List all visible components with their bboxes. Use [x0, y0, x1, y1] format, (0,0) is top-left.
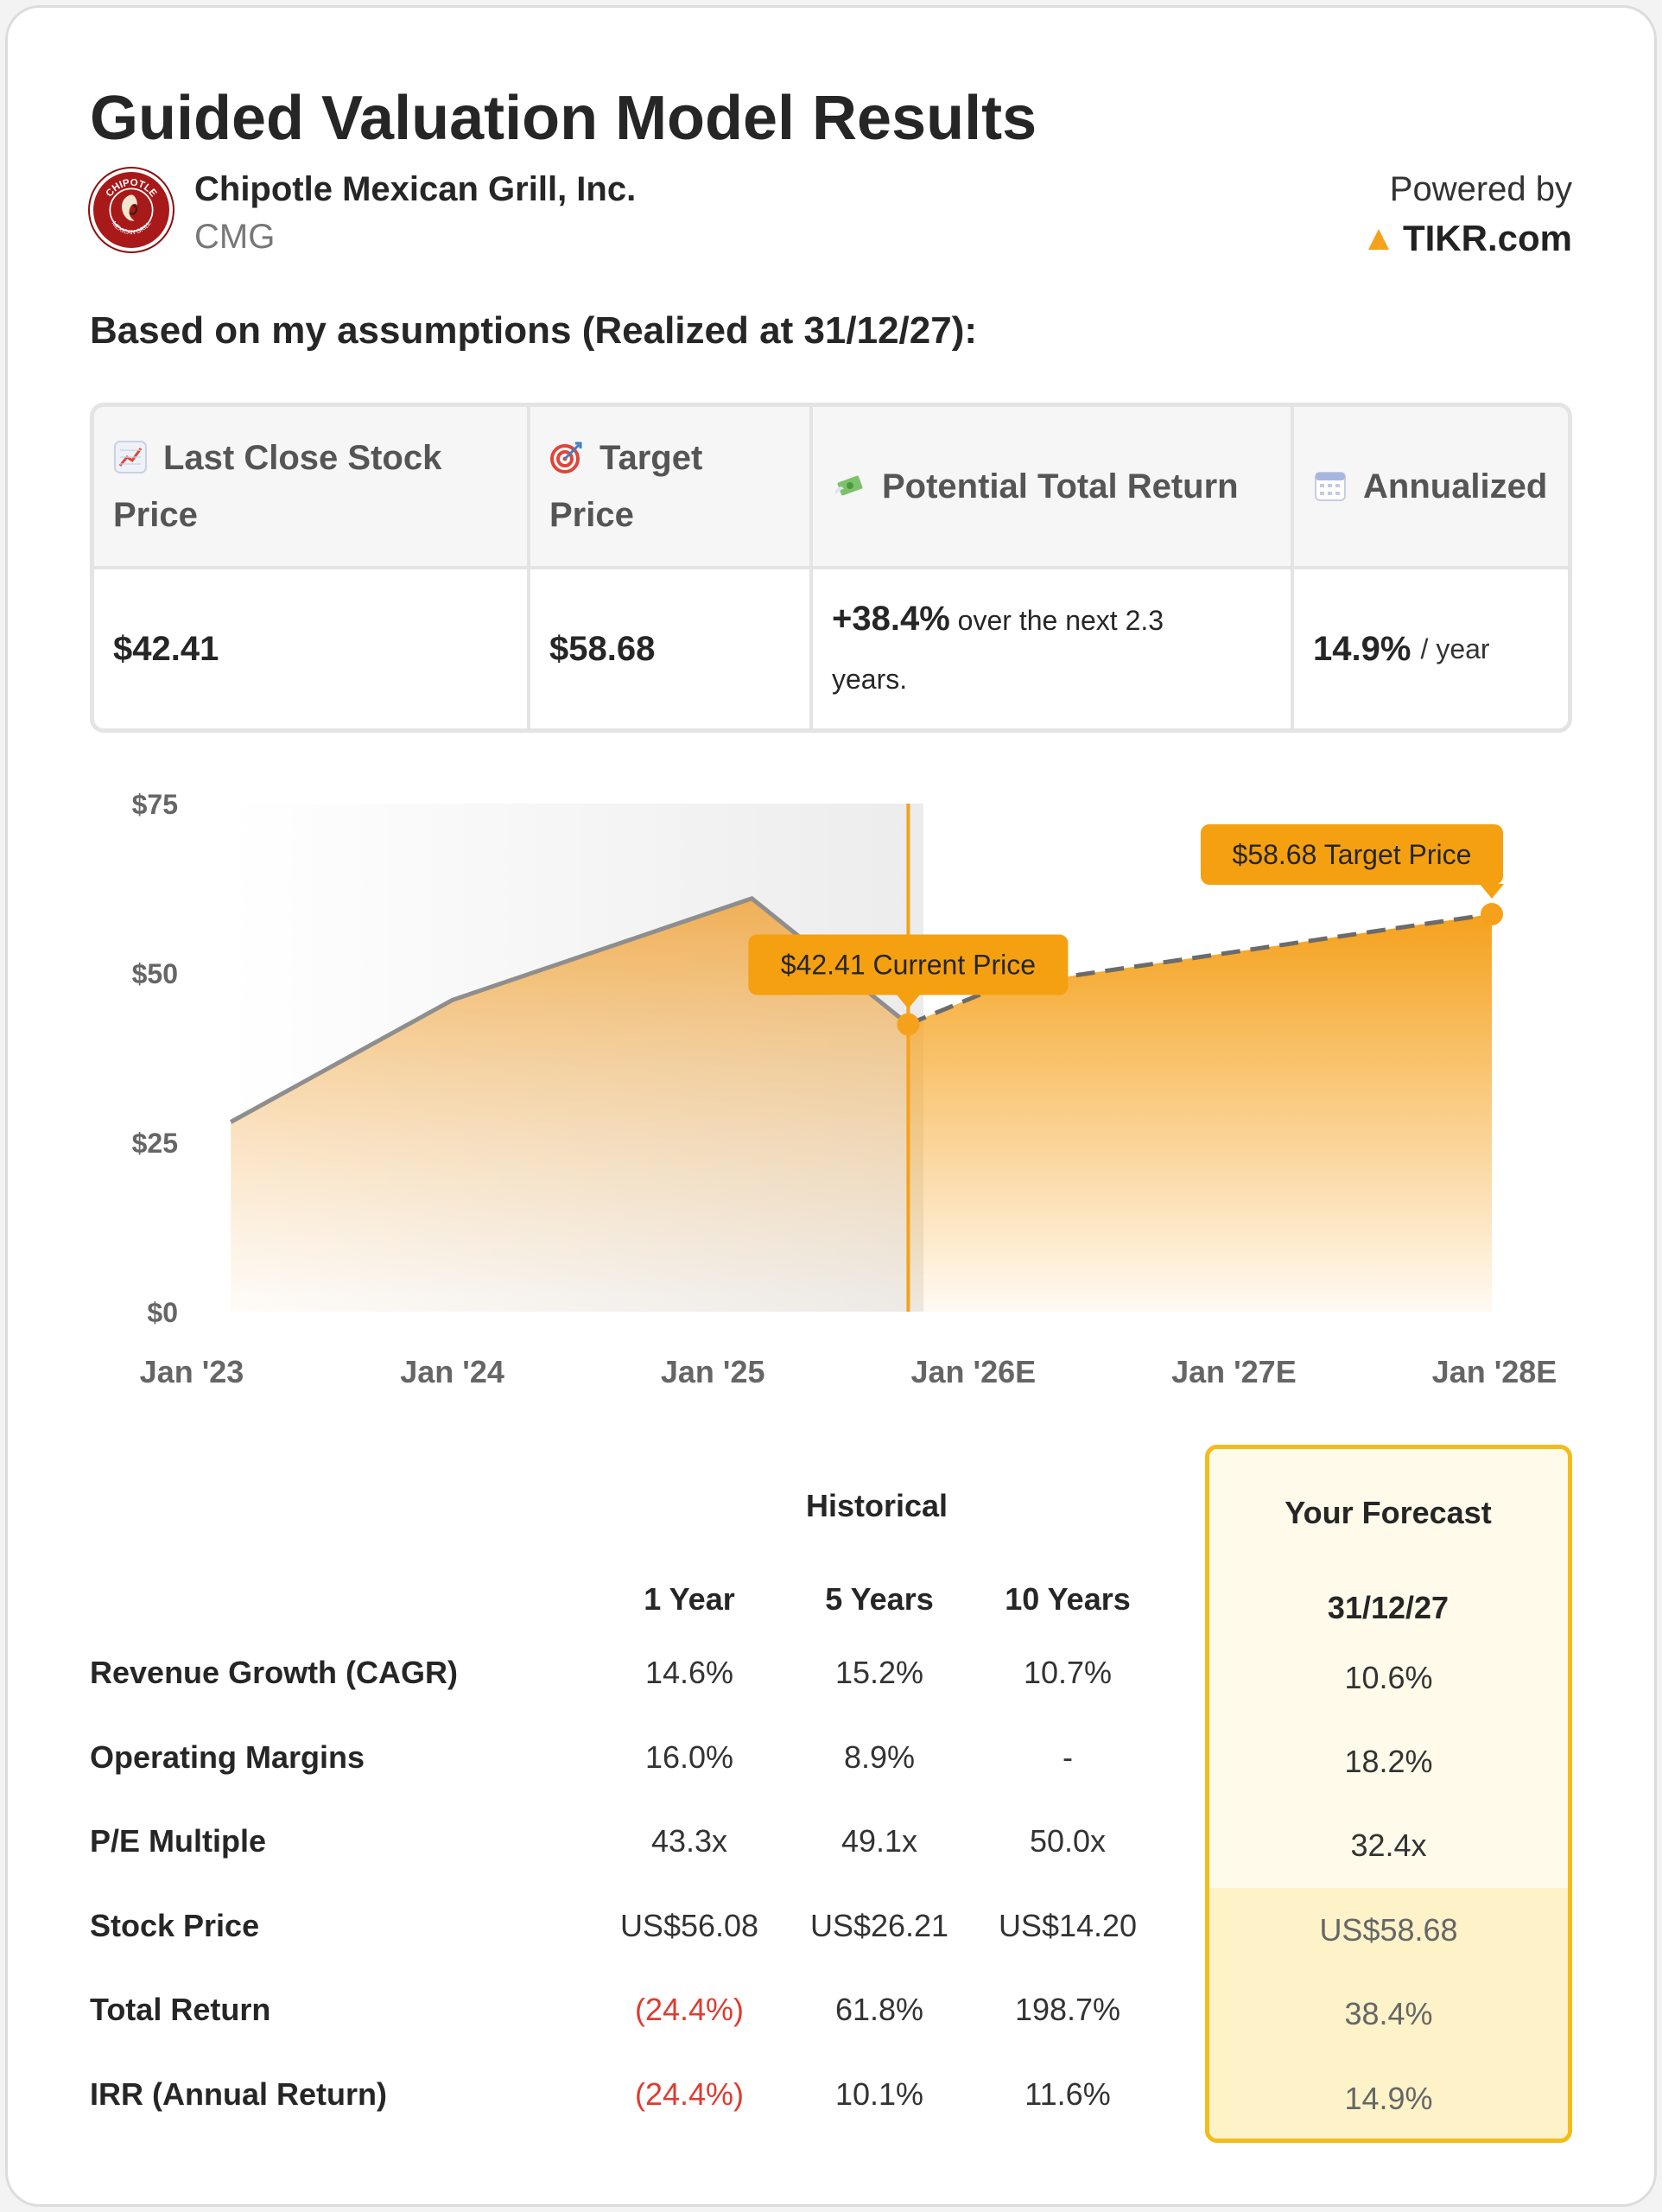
current-price-callout: $42.41 Current Price [748, 934, 1069, 1009]
current-price-marker[interactable] [897, 1013, 920, 1036]
total-return-percent: +38.4% [832, 600, 950, 638]
header-last-close: Last Close Stock Price [94, 407, 530, 569]
total-return-value: +38.4% over the next 2.3 years. [813, 569, 1294, 728]
header-target-line2: Price [549, 496, 634, 534]
powered-by-brand[interactable]: TIKR.com [1367, 218, 1572, 259]
current-price-label: $42.41 Current Price [781, 950, 1036, 981]
target-price-label: $58.68 Target Price [1233, 839, 1472, 870]
calendar-icon [1315, 472, 1346, 501]
annualized-percent: 14.9% [1313, 629, 1411, 668]
target-price-callout: $58.68 Target Price [1200, 823, 1504, 899]
header-target: Target Price [530, 407, 813, 569]
total-return-text2: years. [832, 664, 908, 695]
assumptions-heading: Based on my assumptions (Realized at 31/… [90, 309, 978, 352]
header-annualized: Annualized [1294, 407, 1568, 569]
historical-area [231, 898, 909, 1312]
header-last-close-line2: Price [113, 496, 198, 534]
y-tick-label: $75 [132, 789, 178, 820]
annualized-unit: / year [1420, 632, 1490, 664]
target-price-value: $58.68 [530, 569, 813, 728]
x-tick-label: Jan '26E [910, 1354, 1036, 1389]
x-tick-label: Jan '28E [1432, 1354, 1557, 1389]
money-with-wings-icon [835, 475, 863, 496]
chipotle-logo: CHIPOTLE MEXICAN GRILL [90, 168, 173, 251]
header-potential-return: Potential Total Return [813, 407, 1294, 569]
x-tick-label: Jan '24 [400, 1354, 504, 1389]
tikr-logo-icon [1367, 229, 1394, 250]
chart-increasing-icon [114, 441, 147, 474]
forecast-panel [1205, 1445, 1572, 2143]
forecast-area [908, 913, 1492, 1312]
ticker: CMG [194, 218, 276, 256]
price-chart: $0 $25 $50 $75 Jan '23 Jan '24 Jan '25 Jan '26… [132, 789, 1557, 1389]
target-price-marker[interactable] [1480, 902, 1503, 925]
page-title: Guided Valuation Model Results [90, 84, 1037, 153]
x-tick-label: Jan '25 [661, 1354, 765, 1389]
header-potential-return-label: Potential Total Return [882, 467, 1239, 505]
y-tick-label: $25 [132, 1128, 178, 1159]
y-tick-label: $0 [147, 1297, 178, 1328]
last-close-value: $42.41 [94, 569, 530, 728]
target-icon [550, 442, 582, 474]
x-tick-label: Jan '27E [1171, 1354, 1297, 1389]
header-last-close-line1: Last Close Stock [163, 439, 442, 477]
forecast-panel-highlight [1209, 1888, 1568, 2139]
annualized-value: 14.9% / year [1294, 569, 1568, 728]
y-tick-label: $50 [132, 958, 178, 989]
x-tick-label: Jan '23 [140, 1354, 244, 1389]
total-return-text1: over the next 2.3 [957, 605, 1164, 636]
summary-table: Last Close Stock Price Target Price Pote… [90, 403, 1572, 733]
tikr-brand-text: TIKR.com [1402, 218, 1572, 258]
header-target-line1: Target [599, 439, 703, 477]
header-annualized-label: Annualized [1363, 467, 1548, 505]
company-name: Chipotle Mexican Grill, Inc. [194, 170, 637, 208]
powered-by-label: Powered by [1389, 170, 1572, 208]
